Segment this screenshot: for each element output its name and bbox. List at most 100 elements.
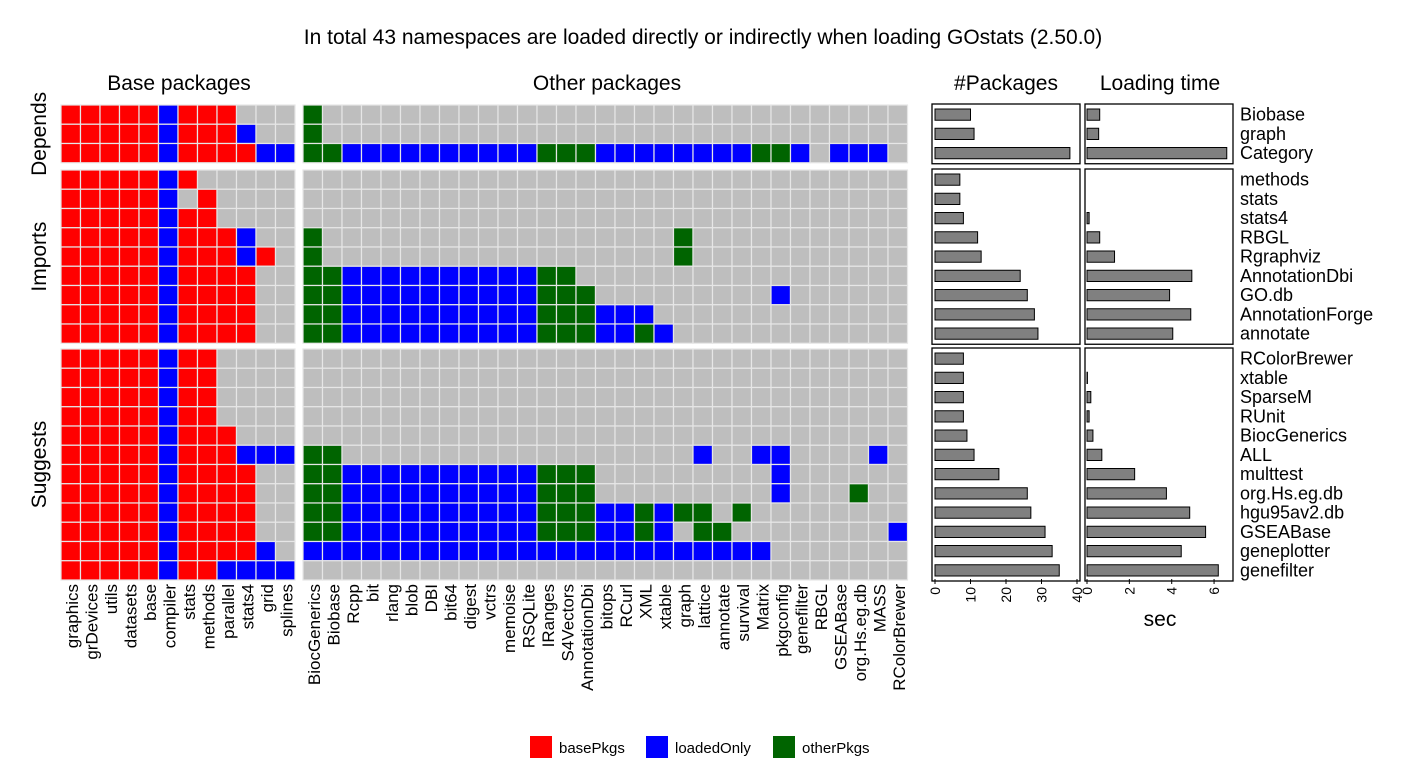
other-cell bbox=[555, 284, 577, 306]
other-cell bbox=[399, 227, 421, 248]
other-cell bbox=[887, 348, 909, 369]
base-cell bbox=[79, 502, 101, 523]
base-cell bbox=[138, 386, 160, 408]
other-cell bbox=[594, 246, 616, 267]
other-cell bbox=[555, 142, 577, 164]
packages-bar bbox=[934, 391, 964, 404]
other-cell bbox=[887, 123, 909, 145]
other-cell bbox=[399, 123, 421, 145]
other-cell bbox=[477, 188, 499, 210]
base-cell bbox=[274, 521, 296, 543]
other-cell bbox=[653, 502, 675, 523]
other-cell bbox=[555, 207, 577, 229]
other-cell bbox=[789, 142, 811, 164]
other-cell bbox=[516, 406, 538, 427]
other-cell bbox=[887, 463, 909, 485]
base-cell bbox=[216, 386, 238, 408]
other-cell bbox=[867, 367, 889, 389]
other-cell bbox=[419, 207, 441, 229]
other-cell bbox=[380, 188, 402, 210]
other-cell bbox=[321, 104, 343, 125]
other-cell bbox=[653, 521, 675, 543]
packages-bar bbox=[934, 327, 1039, 340]
other-cell bbox=[321, 560, 343, 581]
other-cell bbox=[789, 463, 811, 485]
other-cell bbox=[419, 142, 441, 164]
other-cell bbox=[594, 560, 616, 581]
base-cell bbox=[157, 521, 179, 543]
other-cell bbox=[848, 483, 870, 504]
base-cell bbox=[177, 104, 199, 125]
base-cell bbox=[157, 483, 179, 504]
other-cell bbox=[477, 425, 499, 446]
base-cell bbox=[216, 463, 238, 485]
other-cell bbox=[887, 425, 909, 446]
other-cell bbox=[321, 207, 343, 229]
other-cell bbox=[653, 227, 675, 248]
other-cell bbox=[575, 142, 597, 164]
other-cell bbox=[672, 483, 694, 504]
other-cell bbox=[380, 502, 402, 523]
other-cell bbox=[809, 227, 831, 248]
row-label: AnnotationDbi bbox=[1240, 266, 1353, 286]
other-cell bbox=[809, 348, 831, 369]
base-cell bbox=[177, 406, 199, 427]
base-cell bbox=[216, 540, 238, 562]
other-cell bbox=[711, 540, 733, 562]
base-cell bbox=[235, 104, 257, 125]
other-cell bbox=[614, 463, 636, 485]
other-cell bbox=[633, 560, 655, 581]
other-cell bbox=[341, 406, 363, 427]
base-cell bbox=[157, 246, 179, 267]
other-cell bbox=[497, 188, 519, 210]
base-cell bbox=[60, 463, 82, 485]
other-cell bbox=[633, 386, 655, 408]
other-cell bbox=[380, 265, 402, 287]
row-label: multtest bbox=[1240, 464, 1303, 484]
other-cell bbox=[497, 123, 519, 145]
other-cell bbox=[497, 284, 519, 306]
base-cell bbox=[196, 521, 218, 543]
other-cell bbox=[848, 521, 870, 543]
other-cell bbox=[789, 304, 811, 325]
other-cell bbox=[497, 169, 519, 190]
other-cell bbox=[497, 463, 519, 485]
other-cell bbox=[672, 169, 694, 190]
other-cell bbox=[692, 304, 714, 325]
other-cell bbox=[302, 386, 324, 408]
other-cell bbox=[692, 104, 714, 125]
column-label: RSQLite bbox=[519, 584, 538, 648]
other-cell bbox=[887, 367, 909, 389]
packages-bar bbox=[934, 173, 961, 186]
other-cell bbox=[438, 246, 460, 267]
other-cell bbox=[750, 188, 772, 210]
other-cell bbox=[789, 367, 811, 389]
other-cell bbox=[809, 304, 831, 325]
other-cell bbox=[302, 502, 324, 523]
base-cell bbox=[216, 284, 238, 306]
other-cell bbox=[887, 142, 909, 164]
base-cell bbox=[99, 142, 121, 164]
other-cell bbox=[438, 444, 460, 466]
other-cell bbox=[341, 521, 363, 543]
base-cell bbox=[118, 207, 140, 229]
other-cell bbox=[399, 386, 421, 408]
other-cell bbox=[477, 207, 499, 229]
time-bar bbox=[1086, 448, 1103, 461]
base-cell bbox=[157, 142, 179, 164]
other-cell bbox=[321, 304, 343, 325]
panel-title-packages: #Packages bbox=[954, 72, 1058, 95]
base-cell bbox=[216, 521, 238, 543]
other-cell bbox=[848, 560, 870, 581]
other-cell bbox=[848, 188, 870, 210]
other-cell bbox=[770, 540, 792, 562]
other-cell bbox=[692, 406, 714, 427]
other-cell bbox=[497, 207, 519, 229]
base-cell bbox=[157, 169, 179, 190]
other-cell bbox=[614, 444, 636, 466]
base-cell bbox=[196, 483, 218, 504]
other-cell bbox=[653, 406, 675, 427]
other-cell bbox=[789, 425, 811, 446]
other-cell bbox=[399, 367, 421, 389]
other-cell bbox=[516, 521, 538, 543]
